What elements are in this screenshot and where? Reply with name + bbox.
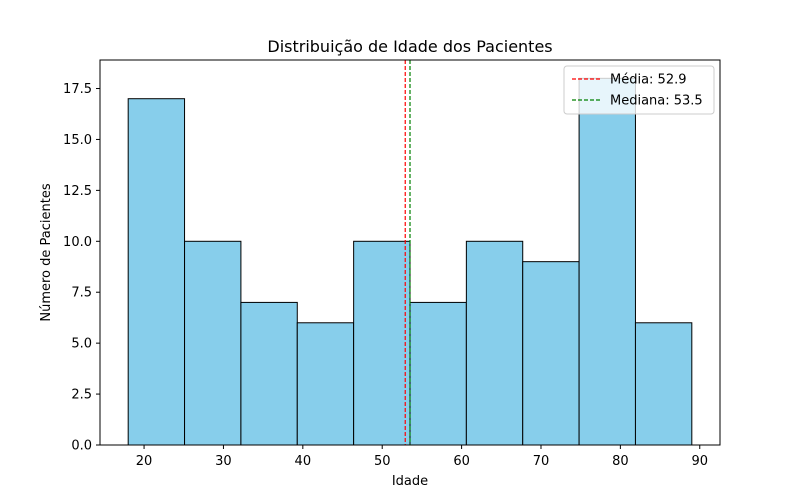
histogram-bar bbox=[522, 261, 580, 446]
y-ticks-group: 0.0 2.5 5.0 7.5 10.0 12.5 15.0 17.5 bbox=[63, 82, 100, 454]
x-tick-label: 60 bbox=[453, 454, 470, 469]
histogram-bar bbox=[296, 322, 355, 446]
x-tick-label: 50 bbox=[374, 454, 391, 469]
x-axis-label: Idade bbox=[392, 474, 428, 489]
y-tick-label: 10.0 bbox=[63, 235, 92, 250]
y-axis-label: Número de Pacientes bbox=[39, 183, 54, 321]
histogram-bar bbox=[634, 322, 693, 446]
reference-lines-group bbox=[404, 60, 411, 445]
legend: Média: 52.9 Mediana: 53.5 bbox=[563, 65, 715, 115]
y-tick-label: 17.5 bbox=[63, 82, 92, 97]
x-ticks-group: 20 30 40 50 60 70 80 90 bbox=[136, 445, 708, 469]
bars-group bbox=[127, 77, 693, 446]
x-tick-label: 40 bbox=[295, 454, 312, 469]
y-tick-label: 2.5 bbox=[71, 388, 92, 403]
axes-frame bbox=[99, 59, 721, 446]
y-tick-label: 7.5 bbox=[71, 286, 92, 301]
histogram-bar bbox=[409, 301, 467, 446]
x-tick-label: 20 bbox=[136, 454, 153, 469]
chart-title: Distribuição de Idade dos Pacientes bbox=[267, 37, 552, 56]
histogram-bar bbox=[353, 240, 411, 446]
y-tick-label: 12.5 bbox=[63, 184, 92, 199]
histogram-bar bbox=[184, 240, 242, 446]
y-tick-label: 0.0 bbox=[71, 439, 92, 454]
histogram-bar bbox=[127, 98, 186, 446]
legend-mean-label: Média: 52.9 bbox=[610, 73, 687, 88]
x-tick-label: 90 bbox=[691, 454, 708, 469]
legend-median-label: Mediana: 53.5 bbox=[610, 94, 703, 109]
x-tick-label: 70 bbox=[533, 454, 550, 469]
legend-box bbox=[563, 65, 715, 115]
y-tick-label: 5.0 bbox=[71, 337, 92, 352]
histogram-bar bbox=[465, 240, 524, 446]
x-tick-label: 80 bbox=[612, 454, 629, 469]
y-tick-label: 15.0 bbox=[63, 133, 92, 148]
histogram-bar bbox=[578, 77, 636, 446]
histogram-bar bbox=[240, 301, 298, 446]
x-tick-label: 30 bbox=[215, 454, 232, 469]
